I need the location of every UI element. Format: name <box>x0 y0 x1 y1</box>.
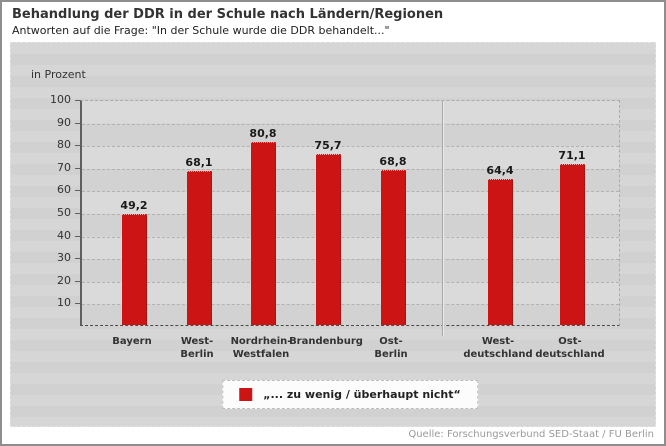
y-axis-tick <box>75 145 80 147</box>
chart-panel: in Prozent 49,2 68,1 80,8 75,7 68,8 64,4 71,1 … <box>10 42 656 427</box>
bar-7 <box>559 164 585 325</box>
x-axis-label: West- deutschland <box>463 336 533 360</box>
bar-5 <box>380 170 406 325</box>
y-axis-tick <box>75 280 80 282</box>
x-axis-label: Bayern <box>112 336 152 347</box>
y-tick-label: 100 <box>50 93 71 106</box>
y-axis-tick <box>75 213 80 214</box>
y-tick-label: 20 <box>57 273 71 287</box>
y-tick-label: 50 <box>57 206 71 219</box>
y-axis-tick <box>75 167 80 169</box>
gridline <box>82 191 619 193</box>
chart-title: Behandlung der DDR in der Schule nach Lä… <box>12 7 444 22</box>
x-axis-label: Ost- Berlin <box>374 336 408 360</box>
y-axis-tick <box>75 303 80 305</box>
gridline <box>82 259 619 261</box>
y-axis-tick <box>75 100 80 101</box>
y-tick-label: 60 <box>57 183 71 197</box>
gridline <box>82 236 619 238</box>
bar-4 <box>315 154 341 325</box>
plot-area: 49,2 68,1 80,8 75,7 68,8 64,4 71,1 <box>80 100 620 336</box>
y-tick-label: 90 <box>57 115 71 129</box>
source-credit: Quelle: Forschungsverbund SED-Staat / FU… <box>408 429 654 440</box>
x-axis-label: Brandenburg <box>289 336 363 347</box>
x-axis-label: Nordrhein- Westfalen <box>230 336 292 360</box>
group-separator-line <box>442 101 444 336</box>
x-axis-label: Ost- deutschland <box>535 336 605 360</box>
gridline <box>82 146 619 148</box>
x-axis-label: West- Berlin <box>180 336 214 360</box>
y-tick-label: 70 <box>57 160 71 174</box>
gridline <box>82 214 619 215</box>
bar-value-label: 49,2 <box>120 199 148 212</box>
bar-3 <box>250 142 276 325</box>
y-axis-tick <box>75 122 80 124</box>
gridline <box>82 168 619 170</box>
bar-1 <box>121 214 147 325</box>
y-tick-label: 30 <box>57 251 71 265</box>
bar-value-label: 68,1 <box>185 156 213 169</box>
gridline <box>82 304 619 306</box>
bar-value-label: 80,8 <box>249 127 277 140</box>
legend: „... zu wenig / überhaupt nicht“ <box>222 380 478 409</box>
bar-value-label: 68,8 <box>379 155 407 168</box>
bar-2 <box>186 171 212 325</box>
y-axis-tick <box>75 190 80 192</box>
gridline <box>82 281 619 283</box>
bar-6 <box>487 179 513 325</box>
bar-value-label: 64,4 <box>486 164 514 177</box>
gridline <box>82 123 619 125</box>
bar-value-label: 71,1 <box>558 149 586 162</box>
legend-color-swatch-icon <box>239 388 253 401</box>
y-axis-tick <box>75 258 80 260</box>
chart-subtitle: Antworten auf die Frage: "In der Schule … <box>12 24 390 37</box>
legend-label: „... zu wenig / überhaupt nicht“ <box>263 388 461 401</box>
y-axis-tick <box>75 235 80 237</box>
y-tick-label: 40 <box>57 228 71 242</box>
y-tick-label: 10 <box>57 296 71 310</box>
bar-value-label: 75,7 <box>314 139 342 152</box>
y-axis-unit-label: in Prozent <box>31 68 86 81</box>
y-tick-label: 80 <box>57 138 71 152</box>
